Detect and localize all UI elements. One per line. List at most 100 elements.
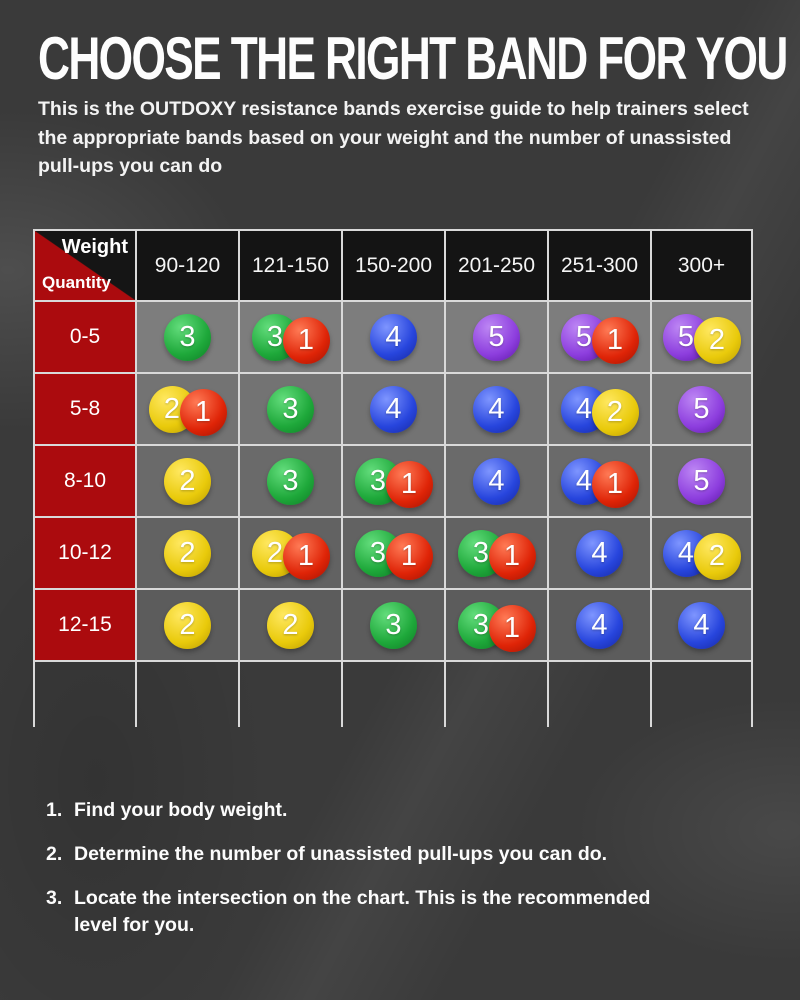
band-cell: 4 xyxy=(341,302,444,374)
ball-group: 3 xyxy=(164,313,211,361)
instruction-text: Determine the number of unassisted pull-… xyxy=(74,843,608,865)
table-row: 8-10 2 3 3 1 4 4 1 5 xyxy=(33,446,753,518)
band-ball-green: 3 xyxy=(267,385,314,433)
ball-group: 4 xyxy=(576,529,623,577)
instruction-item: 1. Find your body weight. xyxy=(46,797,726,824)
band-ball-red: 1 xyxy=(282,316,330,364)
ball-group: 4 xyxy=(576,601,623,649)
quantity-label: 10-12 xyxy=(33,518,135,590)
instruction-item: 3. Locate the intersection on the chart.… xyxy=(46,885,726,939)
band-cell: 5 xyxy=(444,302,547,374)
band-ball-blue: 4 xyxy=(370,385,417,433)
instruction-number: 2. xyxy=(46,843,63,865)
band-ball-green: 3 xyxy=(164,313,211,361)
band-ball-blue: 4 xyxy=(473,385,520,433)
band-ball-red: 1 xyxy=(282,532,330,580)
instruction-item: 2. Determine the number of unassisted pu… xyxy=(46,841,726,868)
band-cell: 4 xyxy=(650,590,753,662)
quantity-label: 0-5 xyxy=(33,302,135,374)
ball-group: 4 xyxy=(370,313,417,361)
band-cell: 3 xyxy=(238,374,341,446)
band-cell: 2 xyxy=(135,590,238,662)
header-row: Weight Quantity 90-120 121-150 150-200 201-… xyxy=(33,231,753,302)
band-cell: 5 xyxy=(650,374,753,446)
table-row: 5-8 2 1 3 4 4 4 2 5 xyxy=(33,374,753,446)
band-ball-purple: 5 xyxy=(678,457,725,505)
corner-quantity-label: Quantity xyxy=(42,273,111,292)
band-ball-green: 3 xyxy=(267,457,314,505)
band-cell: 4 xyxy=(547,590,650,662)
band-cell: 3 xyxy=(135,302,238,374)
weight-column-header: 121-150 xyxy=(238,231,341,302)
instruction-number: 1. xyxy=(46,799,63,821)
band-ball-blue: 4 xyxy=(678,601,725,649)
ball-group: 4 xyxy=(678,601,725,649)
quantity-label: 12-15 xyxy=(33,590,135,662)
band-ball-red: 1 xyxy=(385,532,433,580)
corner-weight-label: Weight xyxy=(61,236,128,258)
table-row: 12-15 2 2 3 3 1 4 4 xyxy=(33,590,753,662)
ball-group: 3 xyxy=(267,385,314,433)
band-ball-yellow: 2 xyxy=(164,601,211,649)
ball-group: 3 xyxy=(370,601,417,649)
band-ball-blue: 4 xyxy=(576,601,623,649)
band-cell: 2 xyxy=(238,590,341,662)
weight-column-header: 251-300 xyxy=(547,231,650,302)
ball-group: 4 xyxy=(370,385,417,433)
band-ball-red: 1 xyxy=(591,316,639,364)
band-ball-purple: 5 xyxy=(473,313,520,361)
band-ball-yellow: 2 xyxy=(693,316,741,364)
band-ball-yellow: 2 xyxy=(693,532,741,580)
band-cell: 2 xyxy=(135,446,238,518)
weight-column-header: 150-200 xyxy=(341,231,444,302)
ball-group: 5 xyxy=(678,457,725,505)
band-cell: 4 xyxy=(547,518,650,590)
band-ball-blue: 4 xyxy=(576,529,623,577)
band-cell: 4 xyxy=(444,374,547,446)
ball-group: 4 xyxy=(473,385,520,433)
ball-group: 5 xyxy=(678,385,725,433)
band-ball-purple: 5 xyxy=(678,385,725,433)
ball-group: 5 xyxy=(473,313,520,361)
band-ball-red: 1 xyxy=(488,532,536,580)
page-subtitle: This is the OUTDOXY resistance bands exe… xyxy=(38,98,749,177)
ball-group: 2 xyxy=(164,601,211,649)
instruction-text: Find your body weight. xyxy=(74,799,288,821)
band-ball-red: 1 xyxy=(488,604,536,652)
band-ball-red: 1 xyxy=(591,460,639,508)
table-row: 0-5 3 3 1 4 5 5 1 5 2 xyxy=(33,302,753,374)
instructions-list: 1. Find your body weight. 2. Determine t… xyxy=(46,797,726,956)
weight-column-header: 300+ xyxy=(650,231,753,302)
empty-cell xyxy=(135,662,238,727)
empty-cell xyxy=(33,662,135,727)
quantity-label: 8-10 xyxy=(33,446,135,518)
empty-cell xyxy=(341,662,444,727)
band-ball-yellow: 2 xyxy=(164,457,211,505)
ball-group: 3 xyxy=(267,457,314,505)
band-ball-red: 1 xyxy=(385,460,433,508)
instruction-text: Locate the intersection on the chart. Th… xyxy=(74,887,651,936)
band-ball-green: 3 xyxy=(370,601,417,649)
empty-cell xyxy=(238,662,341,727)
table-row: 10-12 2 2 1 3 1 3 1 4 4 2 xyxy=(33,518,753,590)
band-cell: 4 xyxy=(341,374,444,446)
